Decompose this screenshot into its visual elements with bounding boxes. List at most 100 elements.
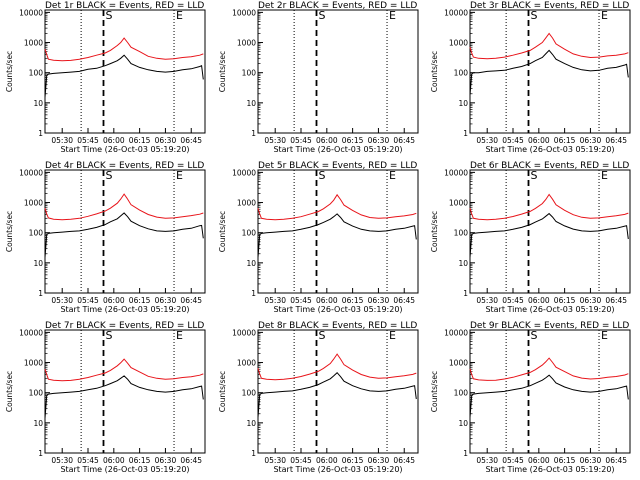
panel-7-xtick-label: 05:30: [51, 456, 73, 465]
panel-7-ytick-label: 10: [33, 419, 43, 428]
panel-3-title: Det 3r BLACK = Events, RED = LLD: [470, 1, 629, 11]
panel-4-xtick-label: 05:30: [51, 296, 73, 305]
panel-6-frame: [469, 169, 631, 294]
panel-6-series-events: [469, 212, 629, 258]
panel-2-xtick-label: 05:45: [290, 136, 312, 145]
panel-5-ytick-label: 100: [242, 229, 257, 238]
panel-8-series-events: [257, 371, 417, 418]
panel-3-ytick-label: 100: [454, 69, 469, 78]
panel-6-xtick-label: 05:30: [476, 296, 498, 305]
panel-1-ytick-label: 1: [38, 129, 43, 138]
panel-1-xtick-label: 06:15: [129, 136, 151, 145]
panel-6-ytick-label: 10000: [444, 168, 468, 177]
panel-1-ylabel: Counts/sec: [5, 51, 14, 92]
panel-1-series-lld: [44, 37, 204, 62]
panel-5-xtick-label: 06:30: [368, 296, 390, 305]
panel-4-ytick-label: 100: [29, 229, 44, 238]
panel-8-xtick-label: 05:45: [290, 456, 312, 465]
panel-7-series-events: [44, 375, 204, 419]
panel-1-series-events: [44, 54, 204, 98]
panel-7-xtick-label: 06:00: [103, 456, 125, 465]
panel-9-ytick-label: 10: [458, 419, 468, 428]
panel-7-ytick-label: 1: [38, 449, 43, 458]
panel-3-xtick-label: 05:45: [502, 136, 524, 145]
panel-4-ytick-label: 1: [38, 289, 43, 298]
panel-4-title: Det 4r BLACK = Events, RED = LLD: [45, 161, 204, 171]
panel-2-ytick-label: 10000: [232, 8, 256, 17]
panel-4-ylabel: Counts/sec: [5, 211, 14, 252]
panel-1-s-label: S: [105, 9, 112, 22]
panel-5-xlabel: Start Time (26-Oct-03 05:19:20): [273, 305, 402, 314]
panel-3-ytick-label: 10000: [444, 8, 468, 17]
panel-5-xtick-label: 06:45: [393, 296, 415, 305]
panel-9-frame: [469, 329, 631, 454]
panel-3-xtick-label: 06:00: [528, 136, 550, 145]
panel-1-xlabel: Start Time (26-Oct-03 05:19:20): [60, 145, 189, 154]
panel-2-ytick-label: 100: [242, 69, 257, 78]
panel-1-title: Det 1r BLACK = Events, RED = LLD: [45, 1, 204, 11]
panel-8-series-lld: [257, 353, 417, 381]
panel-5-xtick-label: 06:00: [316, 296, 338, 305]
panel-9-xtick-label: 06:00: [528, 456, 550, 465]
panel-9-ytick-label: 100: [454, 389, 469, 398]
panel-8-frame: [257, 329, 419, 454]
panel-2-s-label: S: [318, 9, 325, 22]
panel-7-xtick-label: 06:15: [129, 456, 151, 465]
panel-9-xtick-label: 06:15: [554, 456, 576, 465]
panel-2-xtick-label: 06:45: [393, 136, 415, 145]
panel-8-ytick-label: 1: [251, 449, 256, 458]
panel-9-xtick-label: 06:45: [605, 456, 627, 465]
panel-9-title: Det 9r BLACK = Events, RED = LLD: [470, 321, 629, 331]
panel-2-xtick-label: 06:00: [316, 136, 338, 145]
panel-5-frame: [257, 169, 419, 294]
panel-8-e-label: E: [389, 329, 396, 342]
panel-4-ytick-label: 10: [33, 259, 43, 268]
panel-4-xtick-label: 05:45: [77, 296, 99, 305]
panel-2-ytick-label: 1: [251, 129, 256, 138]
panel-8-xtick-label: 06:45: [393, 456, 415, 465]
panel-8-xlabel: Start Time (26-Oct-03 05:19:20): [273, 465, 402, 474]
panel-2-xtick-label: 06:15: [342, 136, 364, 145]
panel-5-series-events: [257, 213, 417, 258]
panel-6-xtick-label: 06:15: [554, 296, 576, 305]
panel-2-ylabel: Counts/sec: [218, 51, 227, 92]
panel-9-ylabel: Counts/sec: [430, 371, 439, 412]
panel-3-xlabel: Start Time (26-Oct-03 05:19:20): [485, 145, 614, 154]
panel-6-ytick-label: 1: [463, 289, 468, 298]
panel-6-ytick-label: 100: [454, 229, 469, 238]
panel-6-ytick-label: 1000: [449, 199, 468, 208]
panel-2-e-label: E: [389, 9, 396, 22]
panel-9-e-label: E: [601, 329, 608, 342]
panel-5-ytick-label: 10: [246, 259, 256, 268]
panel-3-ytick-label: 1000: [449, 39, 468, 48]
panel-9-series-events: [469, 374, 629, 418]
panel-4-e-label: E: [176, 169, 183, 182]
panel-1-e-label: E: [176, 9, 183, 22]
panel-5-xtick-label: 05:30: [264, 296, 286, 305]
panel-4-xtick-label: 06:15: [129, 296, 151, 305]
panel-8-ytick-label: 1000: [237, 359, 256, 368]
panel-3-xtick-label: 05:30: [476, 136, 498, 145]
panel-5-ytick-label: 1000: [237, 199, 256, 208]
panel-1-ytick-label: 10000: [19, 8, 43, 17]
panel-9-s-label: S: [530, 329, 537, 342]
panel-6-series-lld: [469, 193, 629, 221]
panel-7-e-label: E: [176, 329, 183, 342]
panel-3-s-label: S: [530, 9, 537, 22]
panel-2-xtick-label: 05:30: [264, 136, 286, 145]
panel-5-ylabel: Counts/sec: [218, 211, 227, 252]
panel-7-series-lld: [44, 358, 204, 382]
panel-7-xtick-label: 05:45: [77, 456, 99, 465]
panel-5-s-label: S: [318, 169, 325, 182]
panel-5-xtick-label: 05:45: [290, 296, 312, 305]
panel-6-xtick-label: 06:30: [580, 296, 602, 305]
panel-8-ylabel: Counts/sec: [218, 371, 227, 412]
panel-9-ytick-label: 10000: [444, 328, 468, 337]
panel-1-xtick-label: 05:45: [77, 136, 99, 145]
panel-2-title: Det 2r BLACK = Events, RED = LLD: [258, 1, 417, 11]
panel-7-frame: [44, 329, 206, 454]
panel-4-series-events: [44, 212, 204, 258]
panel-6-xtick-label: 05:45: [502, 296, 524, 305]
panel-4-xtick-label: 06:45: [180, 296, 202, 305]
